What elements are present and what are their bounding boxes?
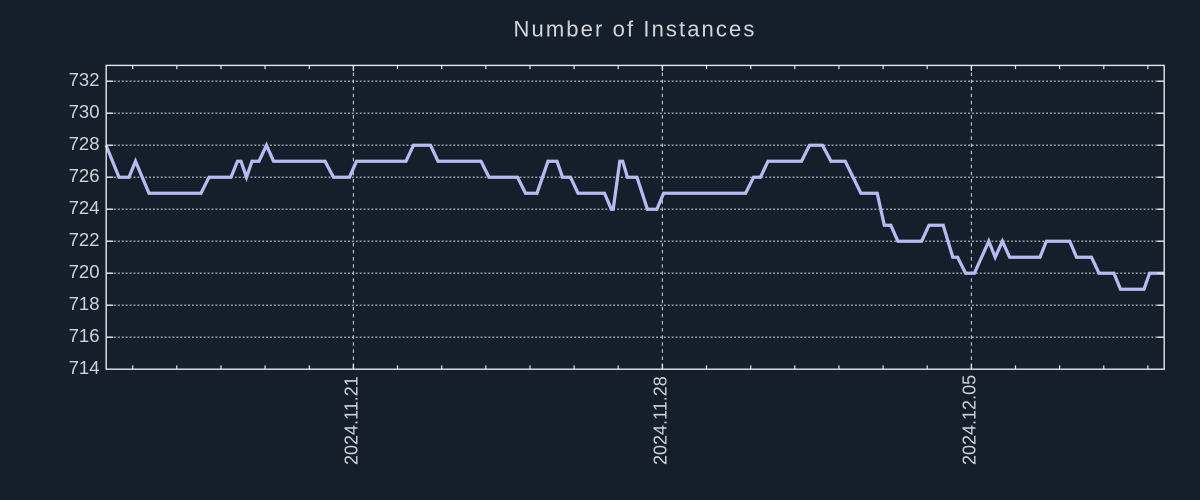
svg-text:720: 720 bbox=[69, 261, 100, 282]
svg-text:728: 728 bbox=[69, 133, 100, 154]
svg-text:722: 722 bbox=[69, 229, 100, 250]
svg-text:2024.11.21: 2024.11.21 bbox=[341, 376, 361, 465]
svg-text:Number of Instances: Number of Instances bbox=[514, 17, 757, 42]
svg-text:724: 724 bbox=[69, 197, 100, 218]
svg-text:718: 718 bbox=[69, 293, 100, 314]
svg-text:726: 726 bbox=[69, 165, 100, 186]
svg-text:714: 714 bbox=[69, 357, 100, 378]
svg-text:2024.11.28: 2024.11.28 bbox=[650, 376, 670, 465]
svg-text:730: 730 bbox=[69, 101, 100, 122]
svg-text:2024.12.05: 2024.12.05 bbox=[959, 375, 979, 465]
svg-text:732: 732 bbox=[69, 69, 100, 90]
svg-text:716: 716 bbox=[69, 325, 100, 346]
